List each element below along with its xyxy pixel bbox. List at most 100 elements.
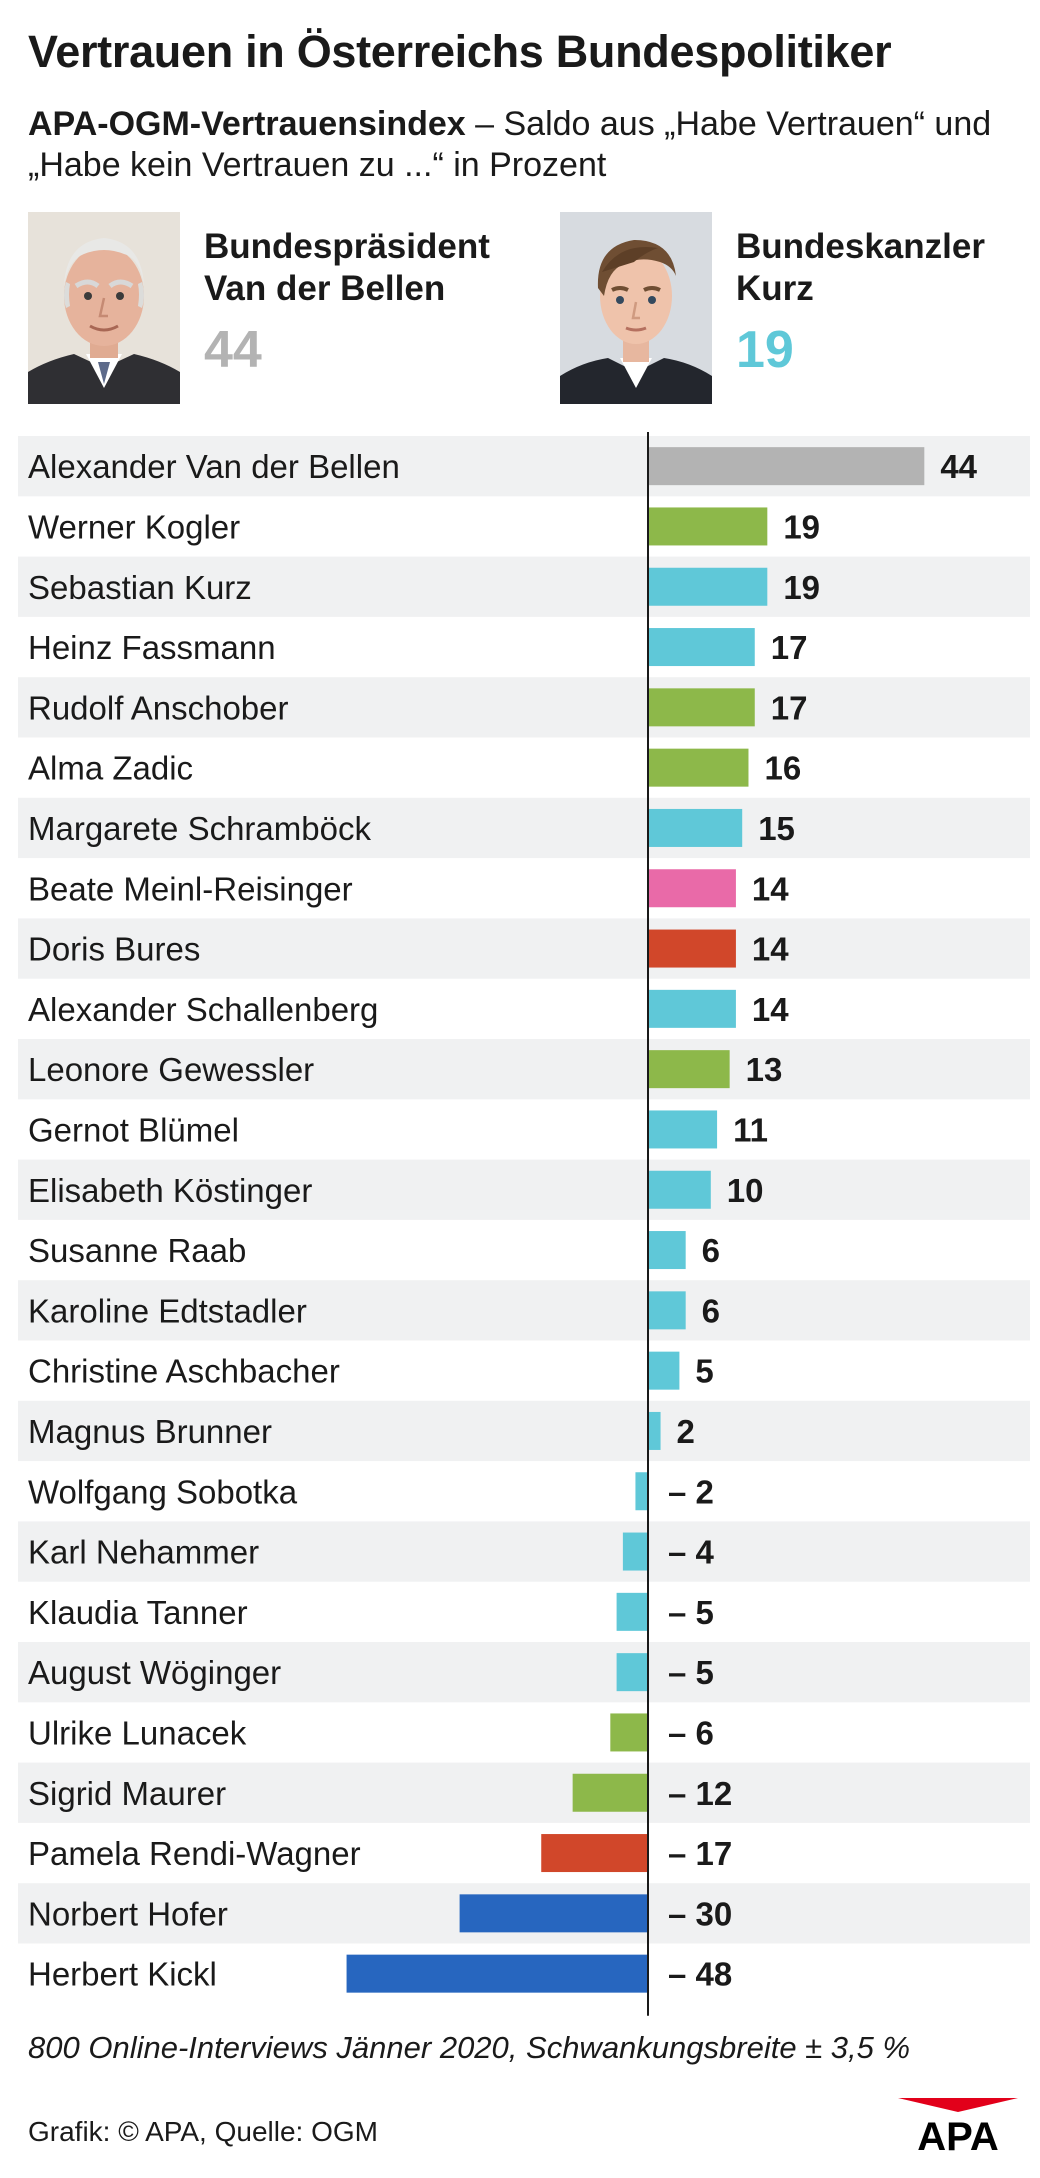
source-credit: Grafik: © APA, Quelle: OGM [28, 2116, 378, 2147]
value-label: 44 [940, 448, 977, 485]
category-label: Sebastian Kurz [28, 569, 252, 606]
leader-vdb-label: Bundespräsident Van der Bellen [204, 226, 490, 310]
apa-logo-text: APA [917, 2115, 998, 2154]
row-band [18, 1521, 1030, 1582]
category-label: Wolfgang Sobotka [28, 1473, 298, 1510]
bar [541, 1834, 648, 1873]
row-band [18, 1642, 1030, 1703]
value-label: 11 [733, 1111, 768, 1148]
value-label: – 5 [668, 1654, 714, 1691]
value-label: 13 [746, 1051, 783, 1088]
category-label: August Wöginger [28, 1654, 281, 1691]
row-band [18, 1039, 1030, 1100]
category-label: Doris Bures [28, 931, 200, 968]
category-label: Magnus Brunner [28, 1413, 272, 1450]
value-label: – 48 [668, 1956, 732, 1993]
methodology-note: 800 Online-Interviews Jänner 2020, Schwa… [28, 2030, 911, 2065]
category-label: Karl Nehammer [28, 1534, 259, 1571]
leader-kurz-name: Kurz [736, 269, 814, 308]
row-band [18, 797, 1030, 859]
category-label: Rudolf Anschober [28, 689, 289, 726]
row-band [18, 1400, 1030, 1462]
subtitle-index-name: APA-OGM-Vertrauensindex [28, 105, 466, 143]
category-label: Gernot Blümel [28, 1111, 239, 1148]
bar [459, 1894, 648, 1933]
value-label: 17 [771, 629, 808, 666]
category-label: Beate Meinl-Reisinger [28, 870, 353, 907]
category-label: Heinz Fassmann [28, 629, 276, 666]
value-label: 19 [783, 569, 820, 606]
category-label: Sigrid Maurer [28, 1775, 226, 1812]
bar [648, 1351, 680, 1390]
bar [648, 1170, 711, 1209]
subtitle-description: – Saldo aus „Habe Vertrauen“ und „Habe k… [28, 105, 992, 184]
bar [635, 1472, 648, 1511]
leader-kurz-value: 19 [736, 321, 794, 379]
bar [616, 1653, 648, 1692]
bar [648, 1110, 718, 1149]
category-label: Karoline Edtstadler [28, 1292, 307, 1329]
row-band [18, 1159, 1030, 1220]
value-label: – 5 [668, 1594, 714, 1631]
category-label: Ulrike Lunacek [28, 1714, 247, 1751]
chart-title: Vertrauen in Österreichs Bundespolitiker [28, 26, 892, 77]
leader-vdb-role: Bundespräsident [204, 227, 490, 266]
category-label: Alexander Schallenberg [28, 991, 378, 1028]
row-band [18, 677, 1030, 738]
leader-kurz-role: Bundeskanzler [736, 227, 985, 266]
row-band [18, 918, 1030, 979]
bar [648, 447, 925, 486]
category-label: Alma Zadic [28, 750, 193, 787]
bar [616, 1592, 648, 1631]
category-label: Susanne Raab [28, 1232, 246, 1269]
category-label: Klaudia Tanner [28, 1594, 248, 1631]
bar [648, 688, 755, 727]
value-label: 19 [783, 508, 820, 545]
category-label: Elisabeth Köstinger [28, 1172, 312, 1209]
category-label: Werner Kogler [28, 508, 240, 545]
category-label: Norbert Hofer [28, 1895, 228, 1932]
bar [648, 628, 755, 667]
value-label: 6 [702, 1292, 720, 1329]
value-label: – 12 [668, 1775, 732, 1812]
bar [622, 1532, 648, 1571]
portrait-van-der-bellen [28, 212, 180, 404]
bar [648, 808, 743, 847]
bar [648, 1411, 661, 1450]
apa-logo: APA [898, 2098, 1018, 2154]
bar [648, 748, 749, 787]
value-label: 14 [752, 931, 789, 968]
row-band [18, 556, 1030, 617]
category-label: Leonore Gewessler [28, 1051, 314, 1088]
bar [648, 929, 736, 968]
value-label: 14 [752, 991, 789, 1028]
value-label: 5 [695, 1353, 713, 1390]
bar [648, 1231, 686, 1270]
bar [648, 1050, 730, 1089]
category-label: Herbert Kickl [28, 1956, 217, 1993]
value-label: 14 [752, 870, 789, 907]
leader-vdb-value: 44 [204, 321, 262, 379]
bar [648, 507, 768, 546]
bar [648, 989, 736, 1028]
bar [610, 1713, 648, 1752]
portrait-kurz [560, 212, 712, 404]
bar [648, 1291, 686, 1330]
value-label: 10 [727, 1172, 764, 1209]
value-label: 15 [758, 810, 795, 847]
value-label: 2 [677, 1413, 695, 1450]
value-label: – 2 [668, 1473, 714, 1510]
category-label: Pamela Rendi-Wagner [28, 1835, 361, 1872]
row-band [18, 1762, 1030, 1823]
leader-kurz-label: Bundeskanzler Kurz [736, 226, 985, 310]
chart-subtitle: APA-OGM-Vertrauensindex – Saldo aus „Hab… [28, 104, 1018, 186]
value-label: – 17 [668, 1835, 732, 1872]
bar [648, 869, 736, 908]
bar [648, 567, 768, 606]
value-label: – 6 [668, 1714, 714, 1751]
bar [346, 1954, 648, 1993]
bar [572, 1773, 648, 1812]
value-label: 17 [771, 689, 808, 726]
category-label: Margarete Schramböck [28, 810, 371, 847]
